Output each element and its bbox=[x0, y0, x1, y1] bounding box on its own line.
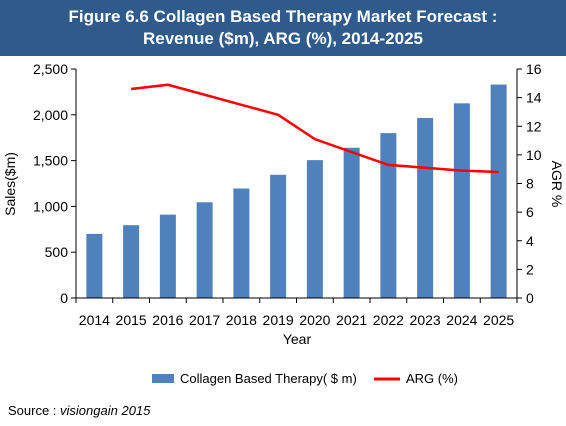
source-prefix: Source : bbox=[8, 403, 61, 418]
y-right-tick-label: 2 bbox=[526, 261, 534, 277]
y-axis-left-title: Sales($m) bbox=[2, 152, 18, 216]
x-axis-title: Year bbox=[283, 331, 312, 347]
y-right-tick-label: 6 bbox=[526, 204, 534, 220]
legend-line-label: ARG (%) bbox=[406, 371, 458, 386]
bar-2015 bbox=[123, 225, 140, 298]
y-right-tick-label: 8 bbox=[526, 176, 534, 192]
x-tick-label-2020: 2020 bbox=[299, 312, 330, 328]
bar-2020 bbox=[306, 160, 323, 298]
y-right-tick-label: 12 bbox=[526, 118, 542, 134]
chart-title-banner: Figure 6.6 Collagen Based Therapy Market… bbox=[0, 0, 566, 56]
axes-layer: 0 500 1,000 1,500 2,000 2,500 0 2 4 6 8 10 12 14 16 201… bbox=[33, 61, 542, 328]
bar-2024 bbox=[453, 103, 470, 298]
x-tick-label-2017: 2017 bbox=[189, 312, 220, 328]
bar-2016 bbox=[159, 214, 176, 298]
y-left-tick-label: 2,500 bbox=[33, 61, 68, 77]
y-left-tick-label: 2,000 bbox=[33, 107, 68, 123]
bars-layer bbox=[86, 84, 507, 299]
chart-svg: 0 500 1,000 1,500 2,000 2,500 0 2 4 6 8 10 12 14 16 201… bbox=[2, 61, 565, 386]
x-tick-label-2014: 2014 bbox=[79, 312, 110, 328]
legend: Collagen Based Therapy( $ m) ARG (%) bbox=[152, 371, 458, 386]
bar-2017 bbox=[196, 202, 213, 298]
x-tick-label-2022: 2022 bbox=[373, 312, 404, 328]
legend-bar-swatch bbox=[152, 374, 174, 383]
y-right-tick-label: 0 bbox=[526, 290, 534, 306]
source-name: visiongain 2015 bbox=[60, 403, 151, 418]
y-left-tick-label: 500 bbox=[45, 244, 69, 260]
bar-2019 bbox=[270, 174, 287, 298]
y-right-tick-label: 14 bbox=[526, 90, 542, 106]
y-left-tick-label: 0 bbox=[60, 290, 68, 306]
x-tick-label-2025: 2025 bbox=[483, 312, 514, 328]
x-tick-label-2015: 2015 bbox=[116, 312, 147, 328]
agr-line bbox=[130, 83, 499, 174]
bar-2014 bbox=[86, 233, 103, 298]
bar-2021 bbox=[343, 147, 360, 298]
x-tick-label-2024: 2024 bbox=[446, 312, 477, 328]
chart-title-line-1: Figure 6.6 Collagen Based Therapy Market… bbox=[68, 7, 498, 26]
source-note: Source : visiongain 2015 bbox=[8, 403, 150, 418]
x-tick-label-2019: 2019 bbox=[263, 312, 294, 328]
x-tick-label-2021: 2021 bbox=[336, 312, 367, 328]
y-right-tick-label: 4 bbox=[526, 233, 534, 249]
chart-title-line-2: Revenue ($m), ARG (%), 2014-2025 bbox=[143, 29, 423, 48]
bar-2025 bbox=[490, 84, 507, 299]
x-tick-label-2018: 2018 bbox=[226, 312, 257, 328]
y-right-tick-label: 10 bbox=[526, 147, 542, 163]
bar-2022 bbox=[380, 133, 397, 298]
x-tick-label-2023: 2023 bbox=[410, 312, 441, 328]
x-tick-label-2016: 2016 bbox=[152, 312, 183, 328]
y-right-tick-label: 16 bbox=[526, 61, 542, 77]
y-left-tick-label: 1,500 bbox=[33, 153, 68, 169]
bar-2018 bbox=[233, 188, 250, 298]
y-axis-right-title: AGR % bbox=[549, 161, 565, 208]
legend-bar-label: Collagen Based Therapy( $ m) bbox=[180, 371, 357, 386]
y-left-tick-label: 1,000 bbox=[33, 198, 68, 214]
line-layer bbox=[130, 83, 499, 174]
bar-2023 bbox=[417, 118, 434, 298]
